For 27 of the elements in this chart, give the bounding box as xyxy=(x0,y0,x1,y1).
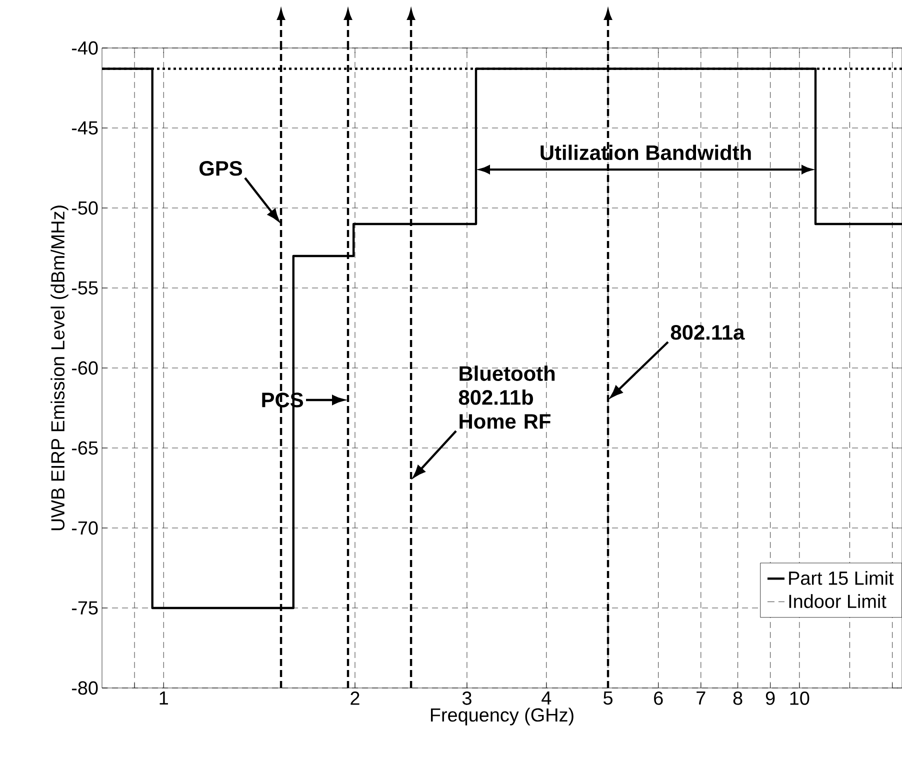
annotation: Bluetooth 802.11b Home RF xyxy=(458,366,555,429)
y-tick-label: -80 xyxy=(72,681,98,695)
annotation: 802.11a xyxy=(670,324,745,340)
x-axis-title: Frequency (GHz) xyxy=(430,708,574,726)
x-tick-label: 6 xyxy=(654,692,663,705)
y-tick-label: -50 xyxy=(72,201,98,215)
y-axis-title: UWB EIRP Emission Level (dBm/MHz) xyxy=(50,206,68,530)
y-tick-label: -70 xyxy=(72,521,98,535)
y-tick-label: -65 xyxy=(72,441,98,455)
annotation: GPS xyxy=(200,160,242,176)
x-tick-label: 1 xyxy=(160,692,168,705)
y-tick-label: -60 xyxy=(72,361,98,375)
y-tick-label: -55 xyxy=(72,281,98,295)
legend-label: Part 15 Limit xyxy=(789,570,894,585)
y-tick-label: -75 xyxy=(72,601,98,615)
x-tick-label: 5 xyxy=(604,692,612,705)
x-tick-label: 4 xyxy=(542,692,552,705)
y-tick-label: -45 xyxy=(72,121,98,135)
y-tick-label: -40 xyxy=(72,41,98,55)
legend-label: Indoor Limit xyxy=(789,594,886,608)
x-tick-label: 10 xyxy=(790,692,810,705)
x-tick-label: 8 xyxy=(733,692,742,705)
x-tick-label: 3 xyxy=(462,692,472,705)
annotation: Utilization Bandwidth xyxy=(540,144,751,160)
x-tick-label: 7 xyxy=(696,692,706,705)
x-tick-label: 2 xyxy=(350,692,360,705)
x-tick-label: 9 xyxy=(766,692,775,705)
